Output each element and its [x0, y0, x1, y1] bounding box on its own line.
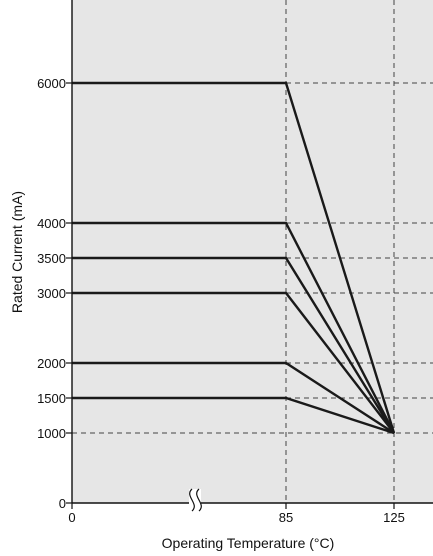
y-tick-label-1000: 1000 [37, 426, 66, 441]
x-tick-label-0: 0 [68, 510, 75, 525]
x-axis-title: Operating Temperature (°C) [162, 535, 335, 551]
x-tick-label-85: 85 [279, 510, 293, 525]
series-line-1500 [72, 396, 395, 435]
axis-break-symbol [189, 488, 202, 512]
y-tick-label-3500: 3500 [37, 251, 66, 266]
axes [66, 0, 433, 512]
series-line-2000 [72, 361, 395, 435]
series-line-4000 [72, 221, 396, 434]
tick-labels: 0 1000 1500 2000 3000 3500 4000 6000 0 85 125 [37, 76, 405, 525]
series-lines [72, 81, 396, 435]
x-tick-label-125: 125 [383, 510, 405, 525]
y-tick-label-3000: 3000 [37, 286, 66, 301]
series-line-6000 [72, 81, 396, 434]
series-line-3500 [72, 256, 396, 434]
y-axis-title: Rated Current (mA) [9, 191, 25, 313]
y-tick-label-2000: 2000 [37, 356, 66, 371]
series-line-3000 [72, 291, 395, 434]
y-tick-label-1500: 1500 [37, 391, 66, 406]
y-tick-label-0: 0 [59, 496, 66, 511]
y-tick-label-4000: 4000 [37, 216, 66, 231]
y-tick-label-6000: 6000 [37, 76, 66, 91]
